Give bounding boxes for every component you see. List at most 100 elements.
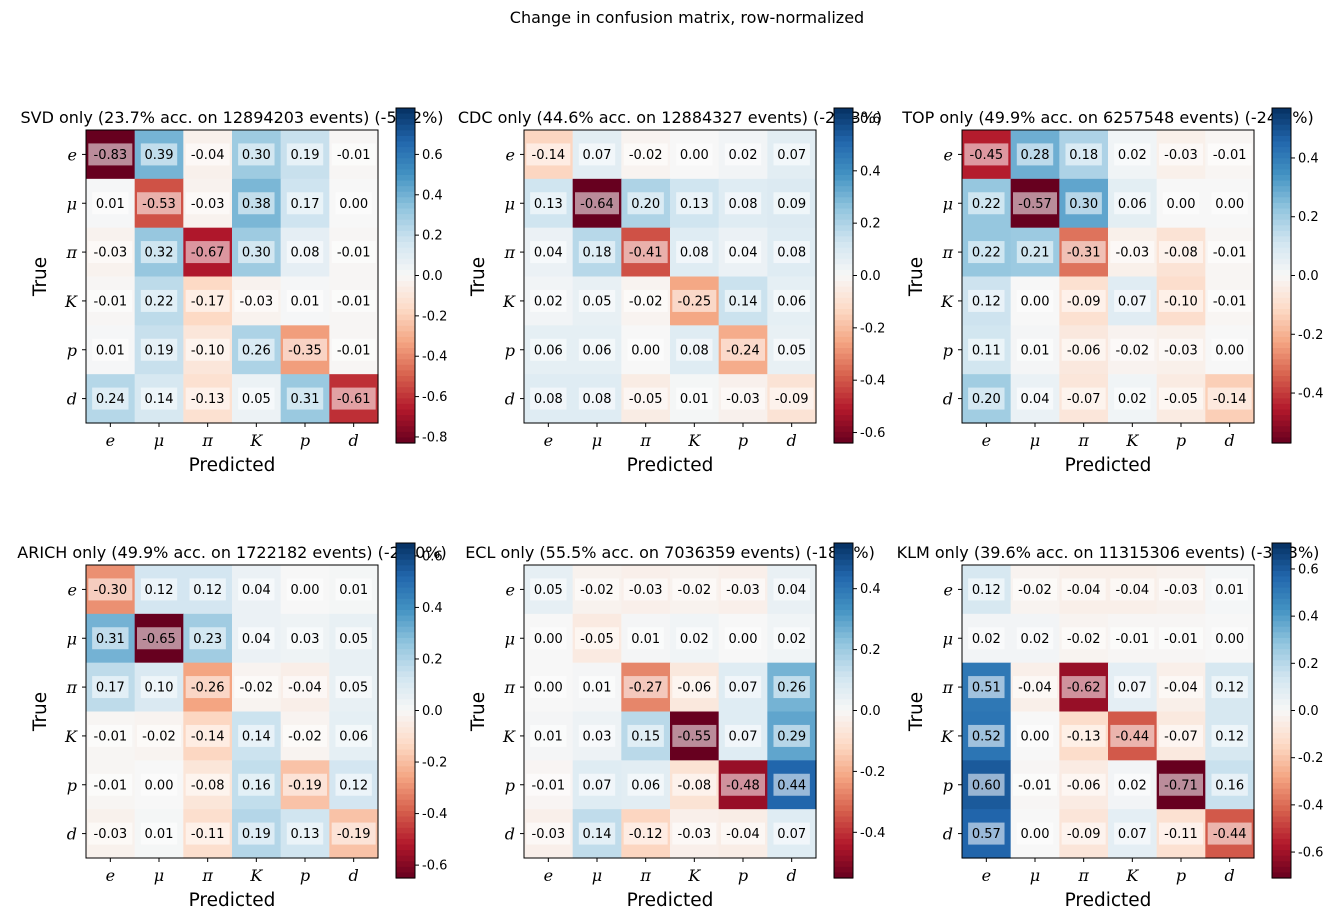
colorbar-segment xyxy=(834,760,853,767)
cell-value-label: -0.02 xyxy=(678,583,712,598)
colorbar-segment xyxy=(834,180,853,187)
colorbar-segment xyxy=(1272,359,1291,366)
cell-value-label: -0.07 xyxy=(1067,392,1101,407)
colorbar-segment xyxy=(396,353,415,360)
cell-label-box xyxy=(137,627,181,650)
cell-value-label: -0.57 xyxy=(1018,197,1052,212)
cell-value-label: 0.60 xyxy=(972,778,1001,793)
cell-label-box xyxy=(88,289,133,312)
x-axis-label: Predicted xyxy=(627,890,714,911)
cell-label-box xyxy=(1159,773,1203,796)
colorbar-segment xyxy=(1272,141,1291,148)
colorbar-tick-label: 0.0 xyxy=(860,269,881,284)
colorbar-segment xyxy=(834,124,853,131)
colorbar-segment xyxy=(834,833,853,840)
cell-label-box xyxy=(140,241,178,264)
cell-label-box xyxy=(773,724,810,747)
cell-value-label: 0.12 xyxy=(145,583,174,598)
y-tick-label: K xyxy=(64,727,78,746)
colorbar-segment xyxy=(396,242,415,249)
colorbar-segment xyxy=(396,615,415,622)
cell-value-label: -0.01 xyxy=(1164,632,1198,647)
colorbar-segment xyxy=(834,637,853,645)
colorbar-segment xyxy=(834,816,853,823)
cell-value-label: 0.07 xyxy=(1118,681,1147,696)
colorbar-segment xyxy=(1272,214,1291,221)
x-axis-label: Predicted xyxy=(1065,890,1152,911)
cell-label-box xyxy=(578,676,616,699)
y-tick-label: d xyxy=(67,390,77,409)
cell-value-label: -0.05 xyxy=(580,632,614,647)
colorbar-segment xyxy=(834,677,853,684)
cell-label-box xyxy=(1207,822,1252,845)
colorbar-segment xyxy=(1272,593,1291,600)
cell-value-label: 0.07 xyxy=(1118,294,1147,309)
colorbar-segment xyxy=(396,682,415,689)
cell-label-box xyxy=(88,241,133,264)
cell-label-box xyxy=(1061,578,1106,601)
cell-value-label: 0.01 xyxy=(680,392,709,407)
colorbar-segment xyxy=(396,610,415,617)
cell-value-label: -0.01 xyxy=(94,778,128,793)
cell-label-box xyxy=(140,387,178,410)
cell-label-box xyxy=(283,676,327,699)
colorbar-segment xyxy=(834,415,853,422)
colorbar-segment xyxy=(396,811,415,818)
cell-label-box xyxy=(526,143,571,166)
colorbar-segment xyxy=(1272,158,1291,165)
cell-label-box xyxy=(234,676,279,699)
cell-value-label: -0.26 xyxy=(191,681,225,696)
colorbar-segment xyxy=(1272,649,1291,656)
colorbar-segment xyxy=(834,721,853,728)
cell-label-box xyxy=(1159,627,1203,650)
cell-label-box xyxy=(773,192,810,215)
colorbar-tick-label: 0.2 xyxy=(1298,657,1319,672)
cell-value-label: 0.08 xyxy=(777,246,806,261)
cell-label-box xyxy=(773,289,810,312)
cell-value-label: 0.22 xyxy=(972,246,1001,261)
colorbar-segment xyxy=(1272,799,1291,807)
colorbar-segment xyxy=(834,822,853,829)
cell-value-label: 0.07 xyxy=(1118,827,1147,842)
y-axis-label: True xyxy=(30,692,51,732)
y-tick-label: π xyxy=(941,243,953,262)
colorbar-tick-label: -0.6 xyxy=(422,390,447,405)
colorbar-segment xyxy=(1272,615,1291,622)
cell-value-label: -0.67 xyxy=(191,246,225,261)
colorbar-segment xyxy=(1272,297,1291,305)
cell-value-label: -0.04 xyxy=(1116,583,1150,598)
cell-value-label: 0.14 xyxy=(583,827,612,842)
colorbar-segment xyxy=(1272,403,1291,411)
cell-label-box xyxy=(1159,676,1203,699)
x-tick-label: K xyxy=(687,866,701,885)
colorbar-segment xyxy=(834,716,853,723)
colorbar-segment xyxy=(1272,426,1291,433)
cell-label-box xyxy=(1207,387,1252,410)
colorbar-segment xyxy=(1272,437,1291,444)
cell-value-label: -0.09 xyxy=(775,392,809,407)
cell-value-label: 0.00 xyxy=(1215,632,1244,647)
cell-value-label: -0.01 xyxy=(94,729,128,744)
cell-label-box xyxy=(1065,192,1102,215)
cell-label-box xyxy=(335,578,372,601)
colorbar-segment xyxy=(834,336,853,344)
colorbar-segment xyxy=(834,409,853,416)
cell-value-label: -0.19 xyxy=(337,827,371,842)
cell-value-label: 0.08 xyxy=(534,392,563,407)
colorbar-segment xyxy=(1272,704,1291,712)
cell-value-label: -0.02 xyxy=(1018,583,1052,598)
colorbar-tick-label: -0.2 xyxy=(422,309,447,324)
cell-value-label: 0.12 xyxy=(339,778,368,793)
cell-value-label: -0.02 xyxy=(629,294,663,309)
cell-value-label: -0.24 xyxy=(726,343,760,358)
cell-label-box xyxy=(773,338,810,361)
cell-value-label: -0.13 xyxy=(1067,729,1101,744)
y-tick-label: μ xyxy=(67,194,77,213)
panels: SVD only (23.7% acc. on 12894203 events)… xyxy=(17,107,1323,911)
cell-value-label: 0.00 xyxy=(680,148,709,163)
y-tick-label: e xyxy=(506,580,515,599)
colorbar-segment xyxy=(1272,688,1291,695)
colorbar-tick-label: 0.0 xyxy=(422,704,443,719)
cell-value-label: 0.08 xyxy=(291,246,320,261)
colorbar-segment xyxy=(1272,264,1291,271)
